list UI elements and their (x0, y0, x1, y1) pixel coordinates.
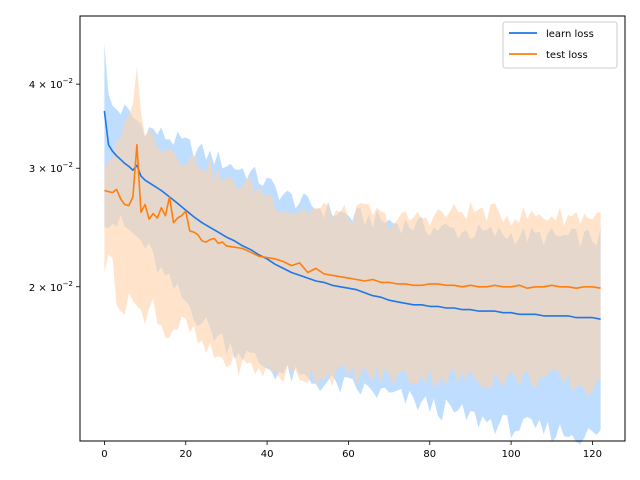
x-tick-label: 100 (502, 449, 521, 460)
legend: learn loss test loss (502, 21, 618, 69)
y-tick-label: 3 × 10−2 (29, 161, 73, 175)
series-line-test-loss (104, 144, 601, 289)
band-test (104, 66, 601, 396)
x-tick-label: 60 (342, 449, 355, 460)
x-tick-label: 120 (583, 449, 602, 460)
x-axis: 0 20 40 60 80 100 120 (101, 441, 602, 460)
y-tick-label: 4 × 10−2 (29, 77, 73, 91)
x-tick-label: 20 (179, 449, 192, 460)
legend-label: learn loss (546, 29, 594, 40)
legend-label: test loss (546, 50, 588, 61)
x-tick-label: 40 (261, 449, 274, 460)
y-axis: 4 × 10−2 3 × 10−2 2 × 10−2 (29, 77, 80, 294)
confidence-bands (104, 43, 601, 445)
x-tick-label: 80 (423, 449, 436, 460)
y-tick-label: 2 × 10−2 (29, 280, 73, 294)
plot-frame (79, 15, 626, 442)
x-tick-label: 0 (101, 449, 107, 460)
series-line-learn-loss (103, 110, 601, 320)
series-lines (103, 110, 601, 320)
